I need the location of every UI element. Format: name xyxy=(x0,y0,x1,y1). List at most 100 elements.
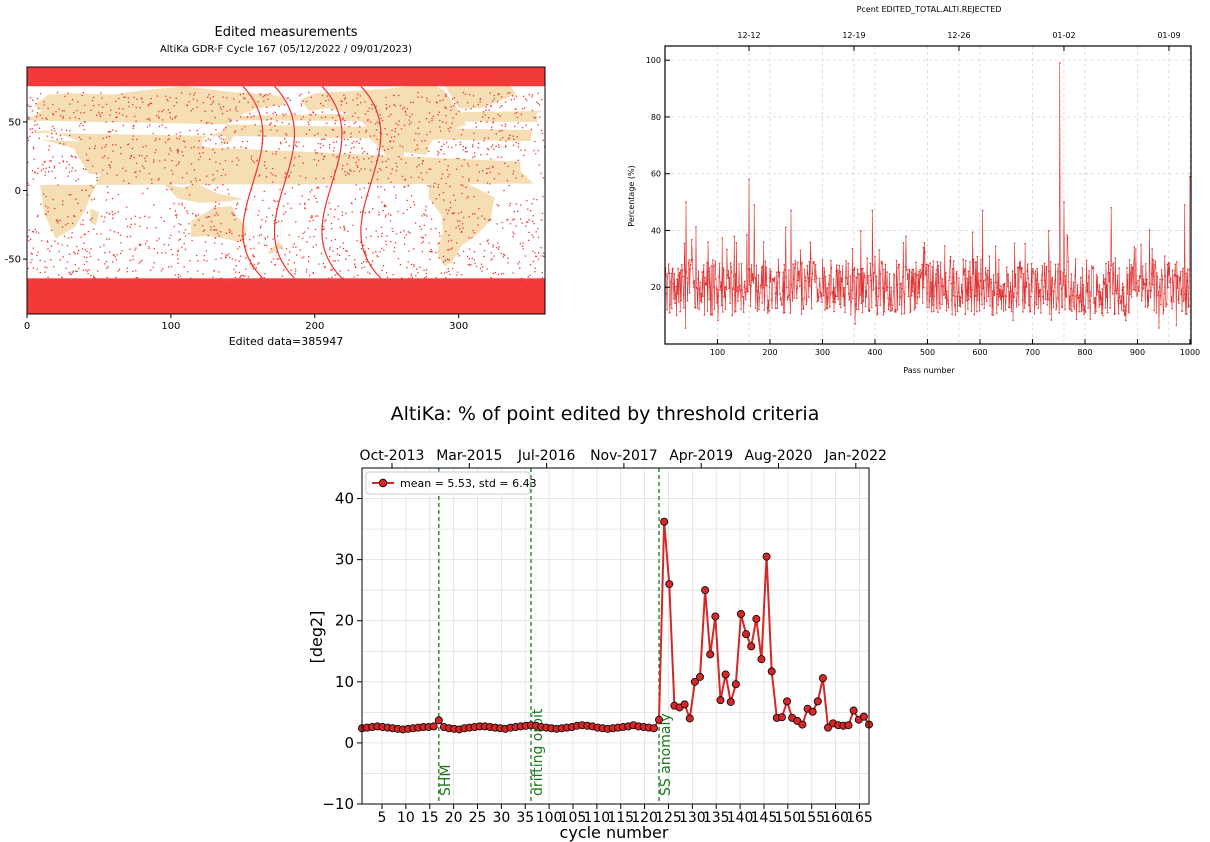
cycle-point xyxy=(527,721,536,730)
map-land-far-east-asia xyxy=(27,73,171,87)
pass-point xyxy=(686,277,688,279)
pass-x-tick-label: 100 xyxy=(710,348,725,357)
pass-point xyxy=(998,296,1001,298)
pass-point xyxy=(1077,296,1080,299)
pass-point xyxy=(1132,263,1135,265)
pass-point xyxy=(1170,296,1173,298)
pass-point xyxy=(710,313,713,316)
pass-point xyxy=(797,279,800,282)
pass-point xyxy=(902,241,905,244)
pass-point xyxy=(834,295,837,297)
pass-point xyxy=(1108,272,1111,274)
pass-point xyxy=(1045,265,1047,268)
pass-point xyxy=(992,274,995,276)
pass-point xyxy=(793,297,795,299)
pass-point xyxy=(896,308,899,311)
cycle-point xyxy=(680,700,689,709)
pass-point xyxy=(1063,201,1065,203)
legend-label: mean = 5.53, std = 6.43 xyxy=(400,477,537,490)
pass-point xyxy=(703,314,706,316)
pass-point xyxy=(690,238,693,241)
pass-point xyxy=(1095,310,1097,313)
pass-point xyxy=(1037,283,1040,285)
pass-point xyxy=(715,287,718,290)
pass-point xyxy=(795,285,798,287)
pass-point xyxy=(1003,284,1005,286)
pass-point xyxy=(731,314,733,317)
pass-point xyxy=(985,300,988,303)
pass-point xyxy=(1143,283,1146,286)
pass-point xyxy=(966,277,969,280)
cycle-point xyxy=(516,722,525,731)
pass-point xyxy=(968,281,971,284)
pass-point xyxy=(693,279,696,282)
pass-point xyxy=(850,313,852,316)
pass-point xyxy=(865,289,867,292)
pass-point xyxy=(900,282,903,285)
pass-point xyxy=(733,235,736,238)
pass-point xyxy=(783,263,785,266)
pass-point xyxy=(1041,265,1044,267)
pass-point xyxy=(1174,263,1177,266)
pass-point xyxy=(884,263,887,266)
cycle-point xyxy=(839,721,848,730)
pass-point xyxy=(1036,273,1039,276)
pass-point xyxy=(669,303,672,305)
cycle-point xyxy=(378,723,387,732)
pass-point xyxy=(714,260,717,262)
pass-point xyxy=(765,266,768,269)
pass-point xyxy=(741,295,744,298)
pass-point xyxy=(840,277,843,279)
cycle-top-tick-label: Jan-2022 xyxy=(824,448,887,464)
pass-point xyxy=(885,290,887,292)
cycle-point xyxy=(588,722,597,731)
pass-point xyxy=(1083,305,1086,308)
pass-point xyxy=(873,271,876,274)
pass-point xyxy=(993,292,996,295)
pass-point xyxy=(1162,309,1165,312)
cycle-point xyxy=(398,725,407,734)
pass-point xyxy=(1071,310,1073,312)
cycle-point xyxy=(762,552,771,561)
pass-point xyxy=(876,313,878,316)
legend-marker xyxy=(378,478,388,488)
pass-point xyxy=(1097,291,1100,293)
pass-point xyxy=(1071,294,1074,297)
pass-point xyxy=(906,269,908,271)
pass-point xyxy=(842,286,845,289)
pass-point xyxy=(1104,307,1107,309)
pass-point xyxy=(856,268,859,271)
pass-point xyxy=(1121,282,1124,285)
pass-point xyxy=(1142,288,1145,290)
pass-point xyxy=(688,292,691,294)
pass-y-tick-label: 20 xyxy=(651,283,661,292)
pass-point xyxy=(668,272,670,275)
pass-point xyxy=(945,271,947,274)
pass-point xyxy=(965,289,968,292)
pass-point xyxy=(675,314,678,317)
pass-point xyxy=(675,285,677,288)
pass-point xyxy=(879,304,882,307)
pass-point xyxy=(806,273,809,275)
pass-point xyxy=(945,309,948,312)
pass-series-points xyxy=(664,62,1191,329)
map-land-japan xyxy=(214,130,236,148)
pass-point xyxy=(1106,311,1109,314)
pass-point xyxy=(850,301,853,303)
pass-point xyxy=(979,279,982,282)
pass-point xyxy=(1095,273,1098,276)
pass-point xyxy=(701,295,704,298)
pass-point xyxy=(1009,306,1011,309)
pass-point xyxy=(1166,303,1168,306)
pass-point xyxy=(1088,269,1090,272)
pass-point xyxy=(942,294,945,296)
cycle-x-tick-label: 5 xyxy=(378,810,387,826)
pass-y-tick-label: 100 xyxy=(646,56,661,65)
pass-point xyxy=(883,311,886,313)
pass-point xyxy=(1072,281,1075,284)
pass-point xyxy=(831,292,833,294)
pass-point xyxy=(967,270,970,273)
pass-point xyxy=(1181,270,1184,273)
pass-point xyxy=(679,269,682,272)
pass-point xyxy=(1100,297,1103,300)
